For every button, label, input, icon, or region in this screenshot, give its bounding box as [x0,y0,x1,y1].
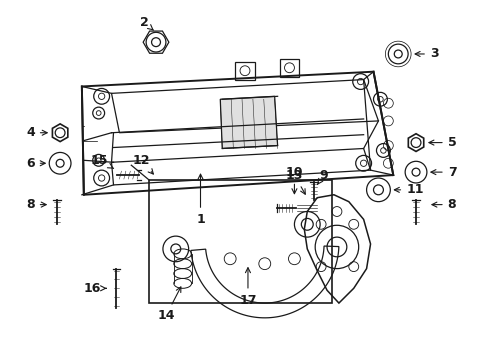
Text: 5: 5 [428,136,455,149]
Text: 16: 16 [83,282,106,295]
Text: 4: 4 [26,126,47,139]
Polygon shape [220,96,277,148]
Text: 13: 13 [285,168,305,194]
Text: 2: 2 [140,16,153,30]
Text: 7: 7 [430,166,455,179]
Text: 11: 11 [393,183,423,196]
Text: 8: 8 [26,198,46,211]
Text: 10: 10 [285,166,303,194]
Bar [279,59,299,77]
Text: 1: 1 [196,174,204,226]
Text: 14: 14 [157,287,181,322]
Text: 12: 12 [132,154,153,174]
Text: 15: 15 [91,154,113,168]
Text: 3: 3 [414,48,438,60]
Text: 9: 9 [317,168,328,184]
Text: 17: 17 [239,268,256,307]
Text: 6: 6 [26,157,45,170]
Bar [235,62,254,80]
Bar [149,180,331,303]
Text: 8: 8 [431,198,455,211]
